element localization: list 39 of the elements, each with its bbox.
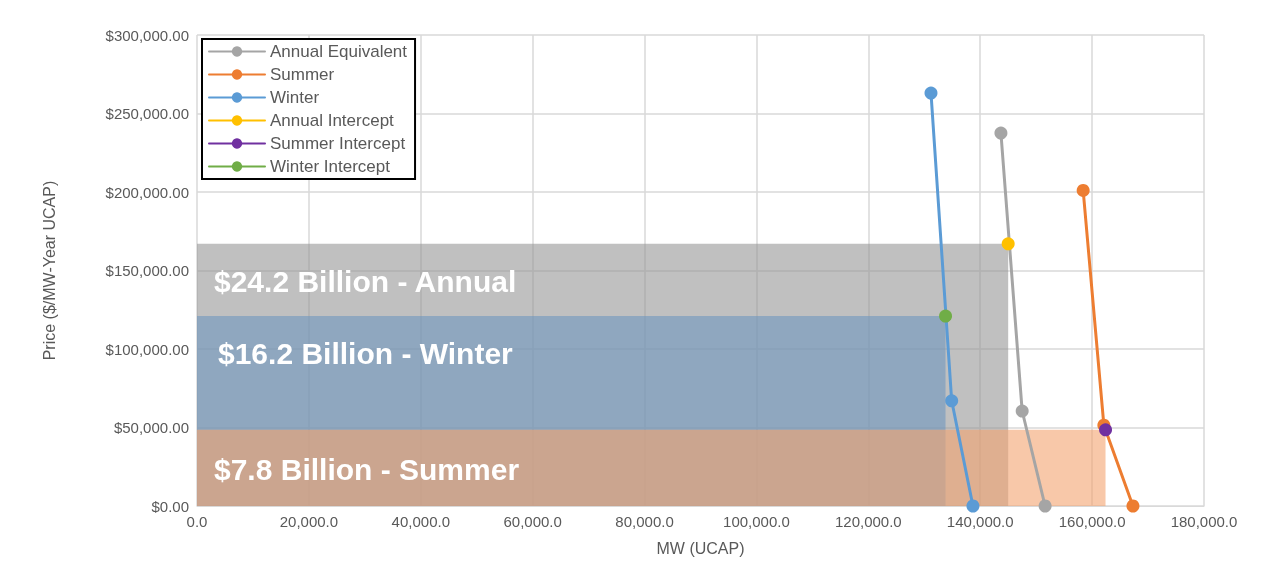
x-tick-label: 20,000.0 — [279, 513, 339, 530]
legend-label: Annual Intercept — [270, 111, 395, 130]
x-tick-label: 80,000.0 — [615, 513, 674, 530]
point — [1076, 183, 1090, 197]
y-tick-label: $100,000.00 — [105, 340, 189, 358]
point — [966, 499, 980, 513]
annotation: $16.2 Billion - Winter — [218, 336, 514, 370]
x-tick-label: 140,000.0 — [946, 513, 1014, 530]
y-tick-label: $200,000.00 — [105, 183, 189, 201]
y-tick-label: $300,000.00 — [105, 26, 189, 44]
y-tick-label: $0.00 — [151, 497, 189, 515]
y-axis-title: Price ($/MW-Year UCAP) — [40, 180, 58, 361]
legend-label: Winter — [270, 88, 320, 107]
point — [945, 394, 959, 408]
point — [994, 126, 1008, 140]
point — [1126, 499, 1140, 513]
y-tick-label: $50,000.00 — [113, 419, 189, 436]
x-axis-title: MW (UCAP) — [656, 539, 745, 557]
x-tick-label: 180,000.0 — [1170, 513, 1238, 530]
x-tick-label: 40,000.0 — [391, 513, 450, 530]
legend-label: Summer — [270, 65, 335, 84]
point — [1001, 237, 1015, 251]
legend-label: Summer Intercept — [270, 134, 406, 153]
x-tick-label: 60,000.0 — [503, 513, 562, 530]
x-tick-label: 120,000.0 — [834, 513, 902, 530]
x-tick-label: 0.0 — [186, 513, 208, 530]
x-tick-label: 160,000.0 — [1058, 513, 1126, 530]
annotation: $7.8 Billion - Summer — [214, 452, 520, 486]
y-tick-label: $150,000.00 — [105, 262, 189, 279]
point — [1099, 423, 1113, 437]
point — [939, 309, 953, 323]
point — [1038, 499, 1052, 513]
annotation: $24.2 Billion - Annual — [214, 264, 517, 298]
point — [924, 86, 938, 100]
x-tick-label: 100,000.0 — [723, 513, 790, 530]
legend-label: Annual Equivalent — [270, 42, 408, 61]
legend-label: Winter Intercept — [270, 157, 391, 176]
point — [1015, 404, 1029, 418]
y-tick-label: $250,000.00 — [105, 105, 189, 122]
